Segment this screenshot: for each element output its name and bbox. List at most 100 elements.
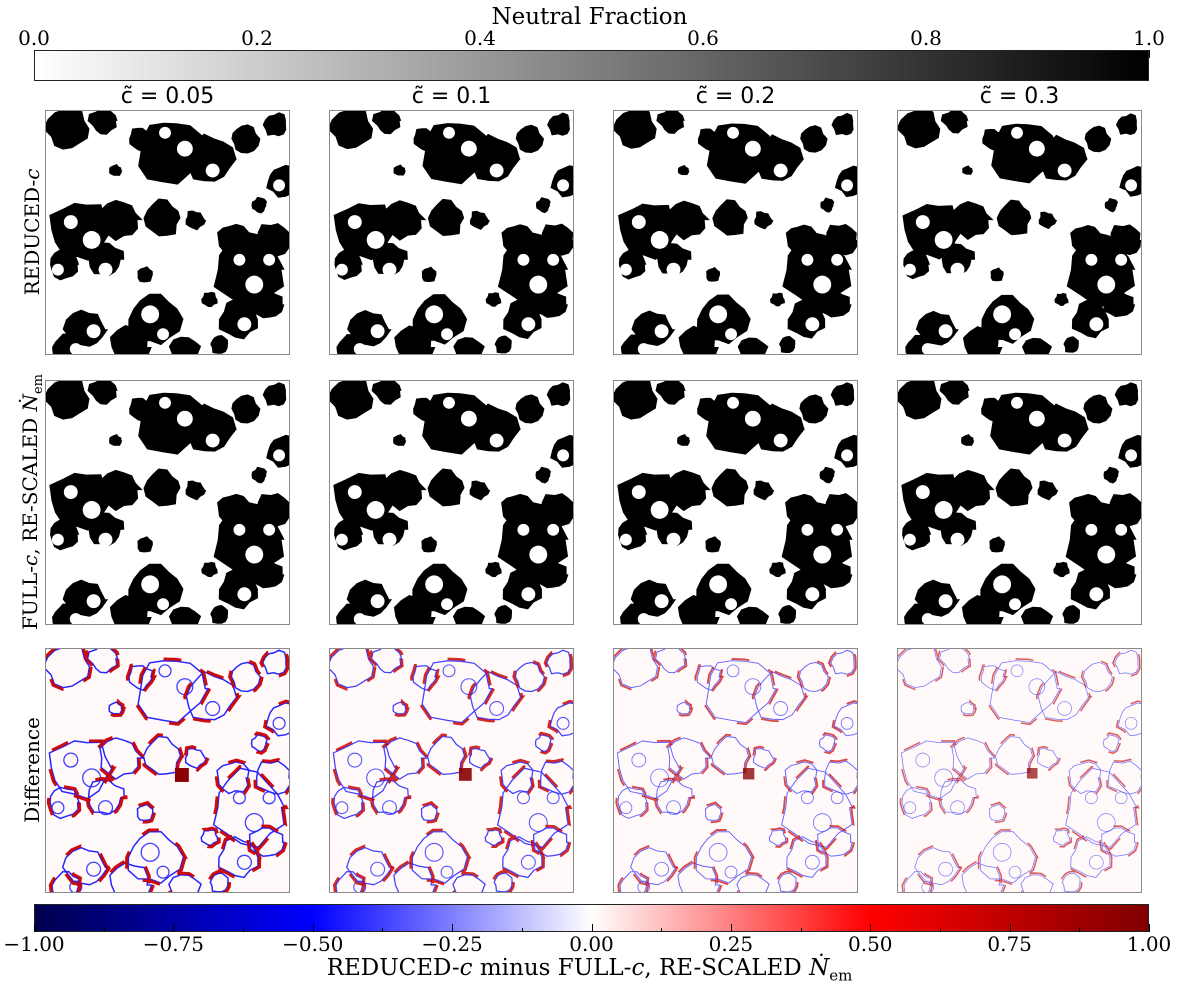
top-colorbar-minor-tick — [1149, 50, 1150, 54]
neutral-fraction-colorbar — [34, 50, 1149, 81]
ionized-bubble — [425, 305, 444, 324]
bottom-colorbar-tick-label: −1.00 — [3, 932, 65, 956]
ionized-bubble — [366, 501, 385, 519]
ionized-bubble — [650, 501, 669, 519]
ionized-bubble — [915, 485, 930, 500]
ionized-bubble — [245, 545, 264, 564]
ionized-bubble — [1028, 410, 1045, 427]
ionized-bubble — [950, 532, 965, 547]
bottom-colorbar-minor-tick — [939, 928, 941, 932]
ionized-bubble — [801, 253, 814, 266]
ionized-bubble — [841, 179, 854, 192]
negative-difference-ring — [773, 701, 788, 716]
ionized-bubble — [98, 262, 113, 277]
positive-difference-spot — [742, 768, 755, 780]
top-colorbar-tick-label: 0.2 — [241, 26, 273, 50]
negative-difference-ring — [903, 801, 917, 814]
full-c-map-panel — [45, 380, 290, 625]
ionized-bubble — [631, 485, 646, 500]
positive-difference-spot — [458, 768, 472, 781]
ionized-bubble — [335, 533, 348, 546]
row-label-full-c: FULL-c, RE-SCALED Ṅem — [18, 373, 46, 631]
ionized-bubble — [51, 263, 64, 276]
ionized-bubble — [63, 215, 78, 230]
bottom-colorbar-minor-tick — [870, 928, 872, 932]
ionized-bubble — [547, 523, 560, 536]
ionized-bubble — [805, 587, 820, 602]
reduced-c-map-panel — [45, 110, 290, 355]
negative-difference-ring — [1097, 813, 1116, 832]
ionized-bubble — [205, 433, 220, 448]
ionized-bubble — [993, 575, 1012, 594]
neutral-region — [330, 381, 573, 624]
ionized-bubble — [725, 328, 737, 341]
bottom-colorbar-tick-label: 1.00 — [1126, 932, 1172, 956]
ionized-bubble — [831, 253, 844, 266]
ionized-bubble — [141, 305, 160, 324]
bottom-colorbar-minor-tick — [1079, 928, 1081, 932]
negative-difference-ring — [140, 842, 160, 862]
negative-difference-ring — [812, 813, 832, 832]
ionized-bubble — [441, 328, 453, 341]
ionized-bubble — [1115, 253, 1128, 266]
ionized-bubble — [801, 523, 814, 536]
ionized-bubble — [441, 598, 453, 611]
full-c-map-panel — [329, 380, 574, 625]
positive-difference-edges — [898, 649, 1141, 892]
ionized-bubble — [141, 575, 160, 594]
negative-difference-ring — [156, 865, 170, 879]
ionized-bubble — [521, 317, 536, 332]
ionized-bubble — [1085, 523, 1098, 536]
ionized-bubble — [654, 594, 669, 609]
difference-map-panel — [329, 648, 574, 893]
ionized-bubble — [934, 231, 953, 249]
ionized-bubble — [1057, 433, 1072, 448]
top-colorbar-tick-label: 0.8 — [910, 26, 942, 50]
ionized-bubble — [915, 215, 930, 230]
column-title: c̃ = 0.2 — [695, 84, 776, 109]
ionized-bubble — [813, 545, 832, 564]
bottom-colorbar-tick-label: 0.50 — [847, 932, 893, 956]
ionized-bubble — [517, 253, 530, 266]
ionized-bubble — [1028, 140, 1045, 157]
negative-difference-ring — [69, 880, 83, 892]
ionized-bubble — [727, 396, 739, 409]
negative-difference-ring — [840, 717, 854, 730]
negative-difference-ring — [97, 800, 114, 816]
neutral-region — [46, 381, 289, 624]
ionized-bubble — [263, 253, 276, 266]
ionized-bubble — [744, 410, 761, 427]
row-label-difference: Difference — [20, 717, 44, 823]
ionized-bubble — [654, 324, 669, 339]
negative-difference-ring — [353, 880, 367, 892]
bottom-colorbar-minor-tick — [1009, 928, 1011, 932]
ionized-bubble — [98, 532, 113, 547]
ionized-bubble — [1089, 317, 1104, 332]
ionized-bubble — [1057, 163, 1072, 178]
ionized-bubble — [245, 275, 264, 294]
ionized-bubble — [1125, 449, 1138, 462]
ionized-bubble — [1097, 275, 1116, 294]
negative-difference-ring — [556, 716, 570, 730]
negative-difference-ring — [51, 801, 65, 815]
ionized-bubble — [773, 163, 788, 178]
bottom-colorbar-tick-label: 0.75 — [987, 932, 1032, 956]
ionized-bubble — [631, 215, 646, 230]
bottom-colorbar-minor-tick — [243, 928, 245, 932]
bottom-colorbar-minor-tick — [312, 928, 314, 932]
bottom-colorbar-minor-tick — [521, 928, 523, 932]
negative-difference-contours — [614, 649, 857, 892]
ionized-bubble — [903, 533, 916, 546]
bottom-colorbar-minor-tick — [730, 928, 732, 932]
ionized-bubble — [335, 263, 348, 276]
ionized-bubble — [353, 343, 366, 354]
ionized-bubble — [529, 545, 548, 564]
negative-difference-ring — [442, 664, 456, 678]
ionized-bubble — [831, 523, 844, 536]
positive-difference-edges — [46, 649, 289, 892]
negative-difference-ring — [262, 791, 276, 805]
ionized-bubble — [176, 410, 193, 427]
neutral-region — [614, 381, 857, 624]
negative-difference-ring — [1114, 791, 1128, 805]
ionized-bubble — [273, 179, 286, 192]
